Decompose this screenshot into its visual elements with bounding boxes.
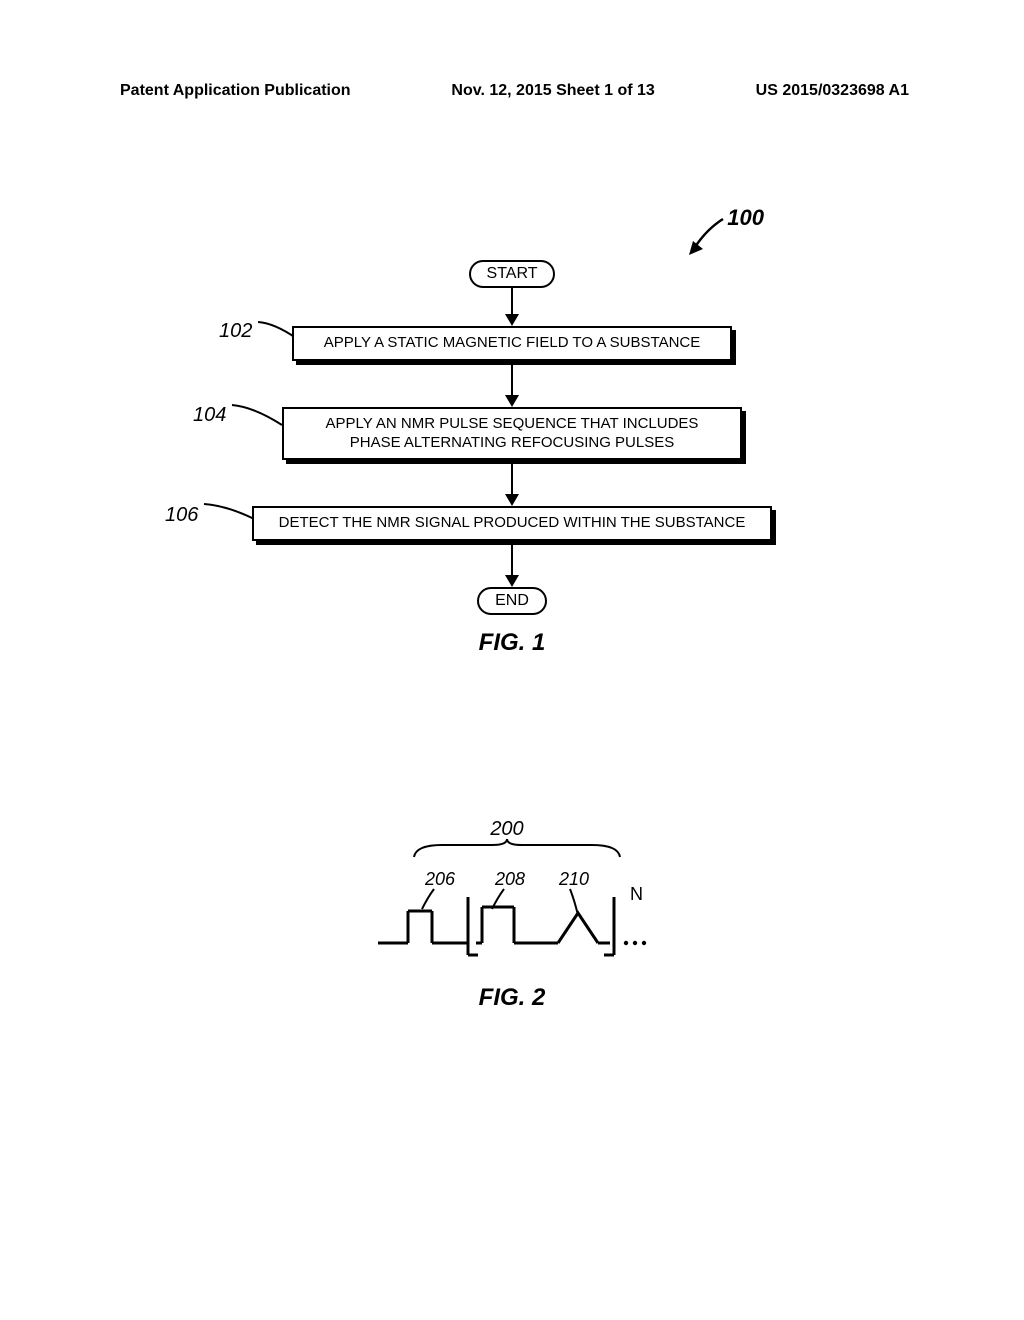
fig2-label: FIG. 2 [479,984,546,1011]
leader-104: 104 [193,401,286,431]
header-right: US 2015/0323698 A1 [756,82,909,100]
ref-104: 104 [193,404,226,427]
ref-106: 106 [165,504,198,527]
pulse-diagram: 200 206 208 210 N [342,815,682,1030]
n-label: N [630,884,643,904]
connector [505,541,519,587]
connector [505,460,519,506]
ref-200: 200 [489,818,523,840]
step-box-106: DETECT THE NMR SIGNAL PRODUCED WITHIN TH… [252,506,772,541]
fig1-label: FIG. 1 [479,629,546,657]
header-left: Patent Application Publication [120,82,351,100]
page-header: Patent Application Publication Nov. 12, … [0,82,1024,100]
end-terminal: END [477,587,547,615]
pulse-svg: 200 206 208 210 N [342,815,682,1025]
header-mid: Nov. 12, 2015 Sheet 1 of 13 [451,82,654,100]
leader-line-icon [230,401,286,431]
ref-210: 210 [558,869,589,889]
ref-100-arrow [685,211,745,261]
step-row-102: 102 APPLY A STATIC MAGNETIC FIELD TO A S… [227,326,797,361]
start-terminal: START [469,260,556,288]
step-box-102: APPLY A STATIC MAGNETIC FIELD TO A SUBST… [292,326,732,361]
connector [505,288,519,326]
ref-208: 208 [494,869,525,889]
leader-102: 102 [219,318,302,344]
step-box-104: APPLY AN NMR PULSE SEQUENCE THAT INCLUDE… [282,407,742,461]
step-row-106: 106 DETECT THE NMR SIGNAL PRODUCED WITHI… [227,506,797,541]
ref-102: 102 [219,320,252,343]
flowchart: START 102 APPLY A STATIC MAGNETIC FIELD … [227,260,797,657]
ref-206: 206 [424,869,456,889]
leader-106: 106 [165,500,264,530]
connector [505,361,519,407]
ref-100-label: 100 [727,205,764,231]
step-row-104: 104 APPLY AN NMR PULSE SEQUENCE THAT INC… [227,407,797,461]
